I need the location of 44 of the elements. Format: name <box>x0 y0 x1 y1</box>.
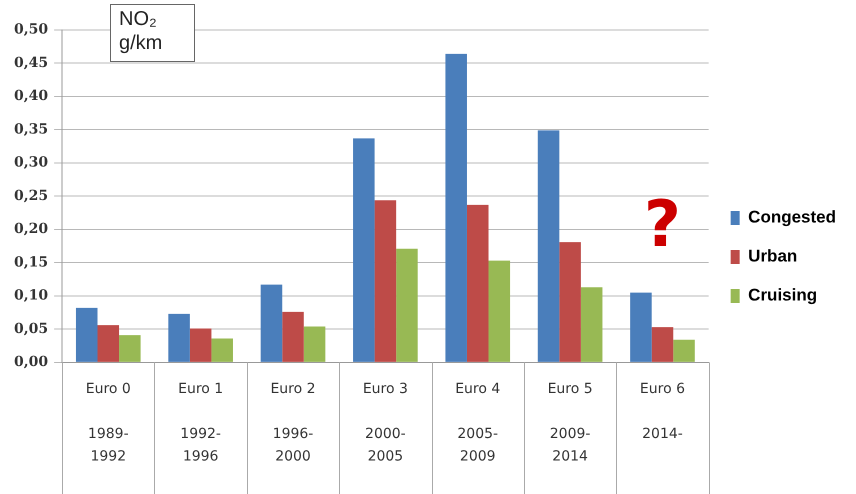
y-tick-label: 0,40 <box>14 88 48 104</box>
category-label: Euro 2 1996- 2000 <box>270 381 316 464</box>
annotation: ? <box>644 188 682 262</box>
y-tick-label: 0,10 <box>14 288 48 304</box>
bar <box>630 292 652 362</box>
bar <box>445 54 467 362</box>
bar <box>76 308 98 362</box>
bar <box>559 242 581 362</box>
bar <box>304 326 326 362</box>
bar <box>190 328 212 362</box>
bar <box>673 340 695 362</box>
y-tick-label: 0,25 <box>14 188 48 204</box>
legend-label: Congested <box>748 208 836 227</box>
category-label: Euro 6 2014- <box>640 381 686 442</box>
y-tick-label: 0,00 <box>14 354 48 370</box>
bar <box>353 138 375 362</box>
y-tick-label: 0,15 <box>14 254 48 270</box>
y-tick-label: 0,45 <box>14 54 48 71</box>
bar <box>652 327 674 362</box>
y-tick-label: 0,30 <box>14 154 48 171</box>
category-label: Euro 0 1989- 1992 <box>86 381 131 464</box>
category-label: Euro 4 2005- 2009 <box>455 381 500 464</box>
bar <box>282 312 304 362</box>
category-label: Euro 1 1992- 1996 <box>178 381 224 464</box>
bar <box>260 284 282 362</box>
legend-label: Cruising <box>748 286 818 305</box>
y-axis-title: NO₂ g/km <box>110 4 196 62</box>
y-tick-label: 0,35 <box>14 121 48 138</box>
bar <box>396 248 418 362</box>
bar <box>538 130 560 362</box>
bar <box>119 335 141 362</box>
legend-label: Urban <box>748 246 798 266</box>
bar <box>580 287 602 362</box>
bar <box>211 338 233 362</box>
y-tick-label: 0,05 <box>14 320 48 337</box>
bar <box>98 325 120 362</box>
category-label: Euro 5 2009- 2014 <box>548 381 593 464</box>
category-label: Euro 3 2000- 2005 <box>362 381 408 464</box>
bar <box>466 204 489 362</box>
bar <box>374 200 396 362</box>
y-tick-label: 0,20 <box>14 221 48 238</box>
bar <box>168 314 190 362</box>
bar <box>488 260 510 362</box>
y-tick-label: 0,50 <box>14 22 48 38</box>
